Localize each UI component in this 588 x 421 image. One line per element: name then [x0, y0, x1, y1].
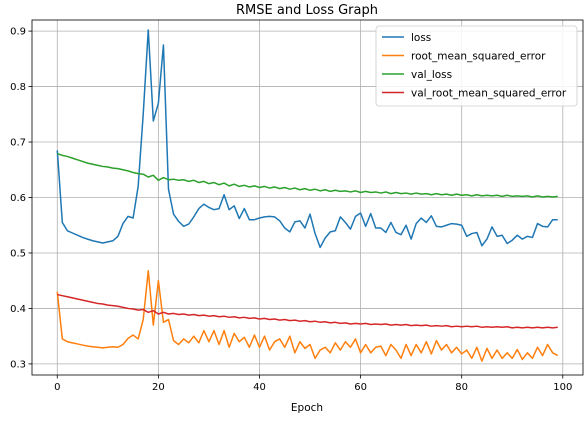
x-tick-label: 60: [354, 382, 367, 393]
series-line-val-loss: [57, 152, 558, 198]
series-line-loss: [56, 29, 558, 249]
x-tick-label: 80: [455, 382, 468, 393]
y-tick-label: 0.3: [10, 359, 26, 370]
x-axis-label: Epoch: [291, 402, 323, 414]
series-line-val-root-mean-squared-error: [57, 293, 558, 329]
axis-ticks: 0 20 40 60 80 100 0.3 0.4 0.5 0.6 0.7 0.8 0.9: [10, 27, 572, 393]
series-lines: [56, 29, 559, 362]
x-tick-label: 20: [152, 382, 165, 393]
y-tick-label: 0.7: [10, 138, 26, 149]
legend-entry: loss: [411, 32, 431, 44]
chart-title: RMSE and Loss Graph: [236, 3, 378, 18]
y-tick-label: 0.6: [10, 193, 26, 204]
y-tick-label: 0.4: [10, 304, 26, 315]
x-tick-label: 0: [54, 382, 60, 393]
legend: loss root_mean_squared_error val_loss val_r…: [375, 25, 578, 107]
legend-entry: val_root_mean_squared_error: [411, 88, 567, 100]
series-line-root-mean-squared-error: [56, 269, 559, 362]
legend-entry: root_mean_squared_error: [411, 51, 546, 63]
legend-box: [375, 25, 578, 107]
x-tick-label: 100: [553, 382, 572, 393]
y-tick-label: 0.5: [10, 248, 26, 259]
x-tick-label: 40: [253, 382, 266, 393]
y-tick-label: 0.9: [10, 27, 26, 38]
y-tick-label: 0.8: [10, 82, 26, 93]
legend-entry: val_loss: [411, 69, 452, 81]
